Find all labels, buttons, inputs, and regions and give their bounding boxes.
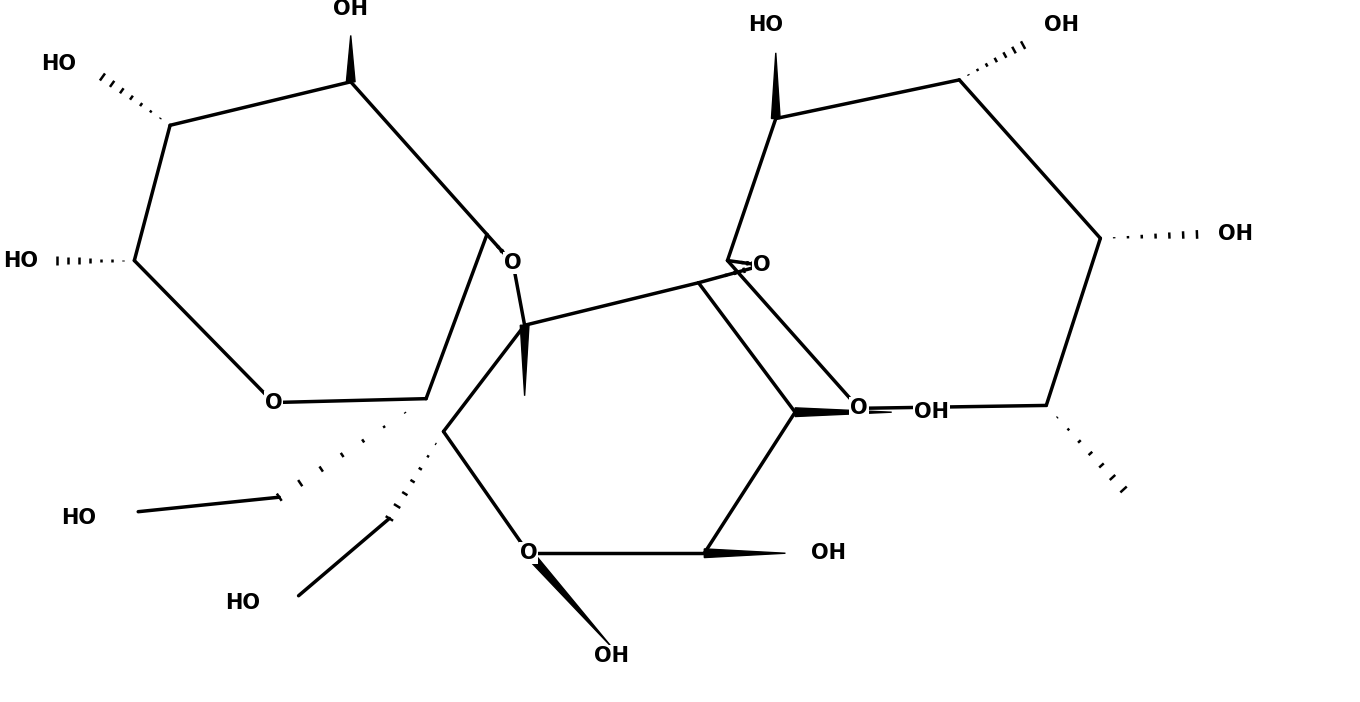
Text: O: O (520, 543, 537, 563)
Text: HO: HO (748, 15, 783, 35)
Polygon shape (796, 408, 892, 416)
Polygon shape (521, 325, 529, 396)
Polygon shape (704, 549, 786, 557)
Text: O: O (850, 398, 868, 418)
Text: OH: OH (811, 543, 846, 563)
Text: OH: OH (1044, 15, 1080, 35)
Text: OH: OH (594, 647, 630, 666)
Text: O: O (505, 253, 522, 273)
Polygon shape (347, 35, 355, 82)
Text: HO: HO (224, 593, 260, 614)
Text: OH: OH (1219, 225, 1253, 244)
Text: HO: HO (3, 251, 38, 270)
Text: HO: HO (41, 55, 76, 74)
Text: OH: OH (914, 402, 949, 422)
Text: O: O (265, 392, 283, 413)
Text: O: O (753, 256, 771, 275)
Polygon shape (771, 53, 781, 119)
Text: OH: OH (333, 0, 369, 19)
Polygon shape (525, 550, 612, 647)
Text: HO: HO (61, 508, 95, 529)
